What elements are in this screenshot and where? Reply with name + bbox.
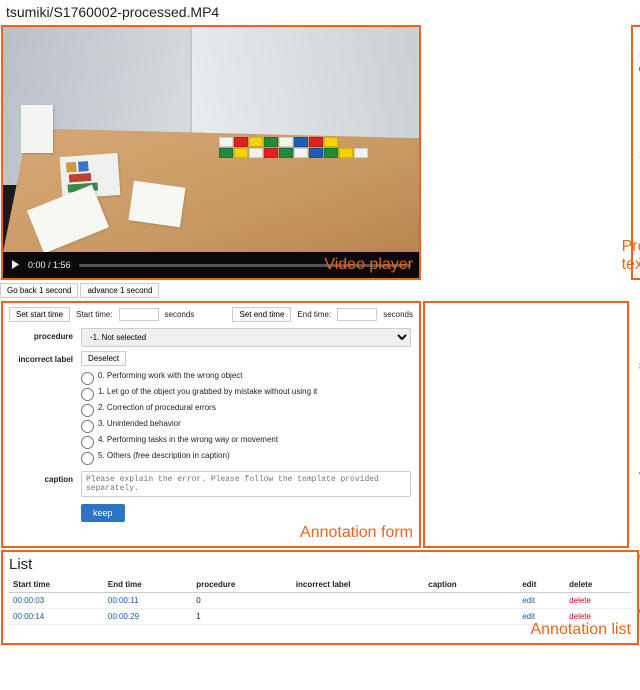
procedure-region: Procedure manual 0.Arrange three square … <box>631 25 640 280</box>
incorrect-option[interactable]: 1. Let go of the object you grabbed by m… <box>81 387 411 401</box>
keep-button[interactable]: keep <box>81 504 125 522</box>
table-row: 00:00:14 00:00:29 1 edit delete <box>9 609 631 625</box>
start-time-link[interactable]: 00:00:03 <box>13 596 44 605</box>
edit-link[interactable]: edit <box>522 612 535 621</box>
table-col-header: End time <box>104 577 192 593</box>
table-row: 00:00:03 00:00:11 0 edit delete <box>9 593 631 609</box>
seek-fwd-button[interactable]: advance 1 second <box>80 283 159 298</box>
set-start-button[interactable]: Set start time <box>9 307 70 322</box>
video-controls: 0:00 / 1:56 <box>3 252 419 278</box>
start-time-link[interactable]: 00:00:14 <box>13 612 44 621</box>
video-player-region: 0:00 / 1:56 Video player <box>1 25 421 280</box>
incorrect-field-label: incorrect label <box>9 351 81 467</box>
incorrect-option[interactable]: 3. Unintended behavior <box>81 419 411 433</box>
seek-back-button[interactable]: Go back 1 second <box>0 283 78 298</box>
set-end-button[interactable]: Set end time <box>232 307 291 322</box>
region-label-form: Annotation form <box>300 524 413 542</box>
video-frame[interactable] <box>3 27 419 252</box>
annotation-form-region: Set start time Start time: seconds Set e… <box>1 301 421 548</box>
table-col-header <box>501 577 518 593</box>
video-progress[interactable] <box>79 264 411 267</box>
table-col-header: Start time <box>9 577 104 593</box>
play-icon[interactable] <box>11 260 20 271</box>
incorrect-option[interactable]: 0. Performing work with the wrong object <box>81 371 411 385</box>
seconds-label-2: seconds <box>383 310 413 319</box>
end-time-link[interactable]: 00:00:29 <box>108 612 139 621</box>
procedure-select[interactable]: -1. Not selected <box>81 328 411 347</box>
annotation-list-region: List Start timeEnd timeprocedureincorrec… <box>1 550 639 645</box>
table-col-header: edit <box>518 577 565 593</box>
incorrect-option[interactable]: 2. Correction of procedural errors <box>81 403 411 417</box>
end-time-label: End time: <box>297 310 331 319</box>
end-time-input[interactable] <box>337 308 377 321</box>
table-col-header: procedure <box>192 577 292 593</box>
seconds-label: seconds <box>165 310 195 319</box>
table-col-header: caption <box>424 577 501 593</box>
procedure-cell: 0 <box>196 596 200 605</box>
caption-input[interactable] <box>81 471 411 497</box>
deselect-button[interactable]: Deselect <box>81 351 126 366</box>
incorrect-option[interactable]: 4. Performing tasks in the wrong way or … <box>81 435 411 449</box>
edit-link[interactable]: edit <box>522 596 535 605</box>
delete-link[interactable]: delete <box>569 612 591 621</box>
video-time: 0:00 / 1:56 <box>28 260 71 270</box>
annotation-table: Start timeEnd timeprocedureincorrect lab… <box>9 577 631 625</box>
page-title: tsumiki/S1760002-processed.MP4 <box>0 0 640 24</box>
table-col-header: incorrect label <box>292 577 424 593</box>
delete-link[interactable]: delete <box>569 596 591 605</box>
incorrect-option[interactable]: 5. Others (free description in caption) <box>81 451 411 465</box>
blocks-on-table <box>219 137 379 177</box>
end-time-link[interactable]: 00:00:11 <box>108 596 139 605</box>
start-time-input[interactable] <box>119 308 159 321</box>
start-time-label: Start time: <box>76 310 112 319</box>
caption-field-label: caption <box>9 471 81 522</box>
procedure-field-label: procedure <box>9 328 81 347</box>
procedure-cell: 1 <box>196 612 200 621</box>
table-col-header: delete <box>565 577 631 593</box>
empty-region <box>423 301 629 548</box>
